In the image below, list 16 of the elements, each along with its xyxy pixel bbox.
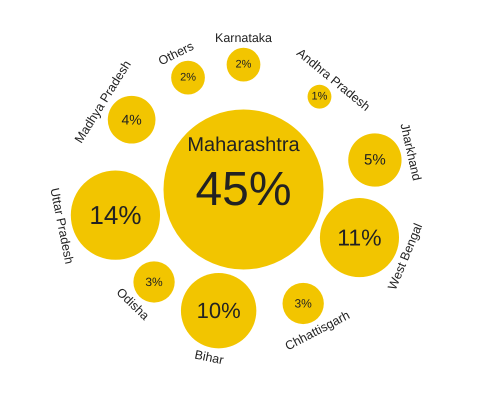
data-label: 4% — [122, 112, 142, 128]
category-label: Bihar — [193, 348, 225, 368]
data-label: 5% — [364, 152, 386, 169]
data-label: 1% — [312, 90, 328, 103]
data-label: 10% — [196, 298, 241, 324]
data-label: 3% — [294, 296, 312, 310]
data-label: 11% — [337, 224, 382, 251]
category-label: Uttar Pradesh — [47, 186, 76, 266]
data-label: 3% — [145, 274, 164, 289]
data-label: 2% — [180, 72, 196, 84]
category-label: Karnataka — [215, 30, 272, 45]
category-label: Others — [156, 38, 196, 68]
data-label: 45% — [195, 163, 292, 216]
category-label: Maharashtra — [187, 134, 301, 156]
data-label: 2% — [236, 58, 252, 71]
data-label: 14% — [89, 200, 142, 230]
